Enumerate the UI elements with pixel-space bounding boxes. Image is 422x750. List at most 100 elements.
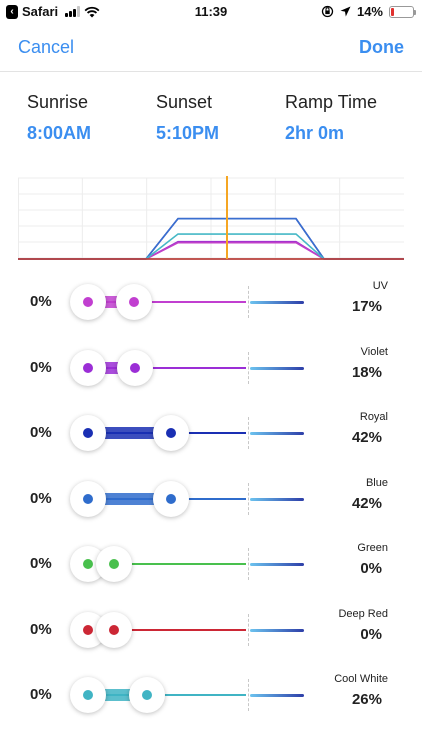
battery-icon — [389, 5, 416, 18]
schedule-divider — [248, 286, 249, 318]
ramp-gradient-track — [250, 301, 304, 304]
ramp-gradient-track — [250, 628, 304, 632]
status-left: ‹ Safari — [6, 4, 100, 19]
channel-value: 0% — [360, 560, 382, 577]
knob-dot — [83, 428, 93, 438]
slider-range-fill — [88, 427, 172, 439]
knob-dot — [83, 559, 93, 569]
channel-name: Cool White — [334, 673, 388, 685]
cellular-signal-icon — [65, 6, 81, 17]
min-percent-label: 0% — [30, 293, 52, 310]
ramp-gradient-track — [250, 432, 304, 435]
min-percent-label: 0% — [30, 686, 52, 703]
channel-name: Royal — [359, 411, 388, 423]
channel-name: UV — [372, 280, 388, 292]
status-bar: ‹ Safari 11:39 14% — [0, 0, 422, 24]
min-percent-label: 0% — [30, 620, 52, 638]
sunset-group[interactable]: Sunset 5:10PM — [156, 92, 219, 144]
schedule-divider — [248, 351, 249, 384]
sunrise-label: Sunrise — [27, 92, 89, 112]
ramp-gradient-track — [250, 563, 304, 566]
knob-dot — [130, 362, 141, 373]
min-slider-knob[interactable] — [70, 677, 106, 713]
knob-dot — [142, 690, 153, 700]
slider-track[interactable] — [88, 694, 246, 696]
min-slider-knob[interactable] — [70, 480, 106, 517]
channel-value: 18% — [351, 363, 382, 381]
min-slider-knob[interactable] — [70, 415, 106, 451]
slider-track[interactable] — [88, 628, 246, 631]
channel-value: 42% — [351, 494, 382, 512]
knob-dot — [109, 624, 119, 635]
channel-row: 0% UV 17% — [0, 268, 422, 328]
schedule-divider — [248, 417, 249, 449]
min-percent-label: 0% — [30, 489, 52, 507]
blue-slider-knob[interactable] — [153, 480, 190, 517]
slider-track[interactable] — [88, 301, 246, 303]
orientation-lock-icon — [321, 5, 334, 18]
status-time: 11:39 — [194, 4, 228, 19]
channel-name: Violet — [360, 345, 388, 358]
slider-range-fill — [88, 492, 172, 505]
cancel-button[interactable]: Cancel — [18, 37, 75, 57]
min-percent-label: 0% — [30, 358, 52, 376]
knob-dot — [128, 297, 139, 307]
channel-row: 0% Green 0% — [0, 530, 422, 590]
royal-slider-knob[interactable] — [153, 415, 190, 451]
status-right: 14% — [321, 4, 416, 19]
min-percent-label: 0% — [30, 555, 52, 572]
channel-row: 0% Cool White 26% — [0, 661, 422, 721]
channel-name: Green — [357, 542, 388, 554]
schedule-divider — [248, 679, 249, 711]
location-arrow-icon — [340, 6, 351, 17]
done-button[interactable]: Done — [359, 37, 404, 57]
min-slider-knob[interactable] — [70, 284, 106, 320]
channel-value: 0% — [360, 625, 382, 643]
channel-name: Blue — [365, 476, 388, 489]
knob-dot — [83, 297, 93, 307]
channel-row: 0% Blue 42% — [0, 465, 422, 525]
channel-row: 0% Deep Red 0% — [0, 596, 422, 656]
sunrise-value[interactable]: 8:00AM — [27, 123, 92, 143]
knob-dot — [166, 493, 177, 504]
slider-track[interactable] — [88, 366, 246, 369]
ramp-gradient-track — [250, 694, 304, 697]
schedule-divider — [248, 548, 249, 580]
knob-dot — [83, 362, 93, 373]
ramp-gradient-track — [250, 366, 304, 370]
min-slider-knob[interactable] — [70, 349, 106, 386]
back-app-label[interactable]: Safari — [22, 4, 59, 19]
knob-dot — [83, 493, 93, 504]
uv-slider-knob[interactable] — [115, 284, 152, 320]
channel-row: 0% Violet 18% — [0, 334, 422, 394]
battery-percent: 14% — [356, 4, 383, 19]
wifi-icon — [84, 6, 100, 17]
back-chevron-icon[interactable]: ‹ — [6, 4, 18, 19]
channel-value: 42% — [351, 429, 382, 446]
knob-dot — [83, 624, 93, 635]
channel-row: 0% Royal 42% — [0, 399, 422, 459]
channel-value: 17% — [351, 298, 382, 315]
channel-name: Deep Red — [338, 607, 388, 620]
ramp-time-value[interactable]: 2hr 0m — [285, 123, 345, 143]
sunset-value[interactable]: 5:10PM — [156, 123, 220, 143]
deep-red-slider-knob[interactable] — [96, 611, 132, 648]
light-schedule-chart — [18, 176, 404, 260]
schedule-divider — [248, 613, 249, 646]
ramp-time-label: Ramp Time — [285, 92, 378, 112]
knob-dot — [109, 559, 119, 569]
sunset-label: Sunset — [156, 92, 213, 112]
violet-slider-knob[interactable] — [117, 349, 154, 386]
min-percent-label: 0% — [30, 424, 52, 441]
ramp-time-group[interactable]: Ramp Time 2hr 0m — [285, 92, 377, 144]
channel-value: 26% — [351, 691, 382, 708]
knob-dot — [166, 428, 177, 438]
schedule-divider — [248, 482, 249, 515]
slider-track[interactable] — [88, 563, 246, 565]
navigation-bar: Cancel Done — [0, 24, 422, 72]
green-slider-knob[interactable] — [96, 546, 132, 582]
cool-white-slider-knob[interactable] — [129, 677, 166, 713]
sunrise-group[interactable]: Sunrise 8:00AM — [27, 92, 91, 144]
ramp-gradient-track — [250, 497, 304, 501]
knob-dot — [83, 690, 93, 700]
